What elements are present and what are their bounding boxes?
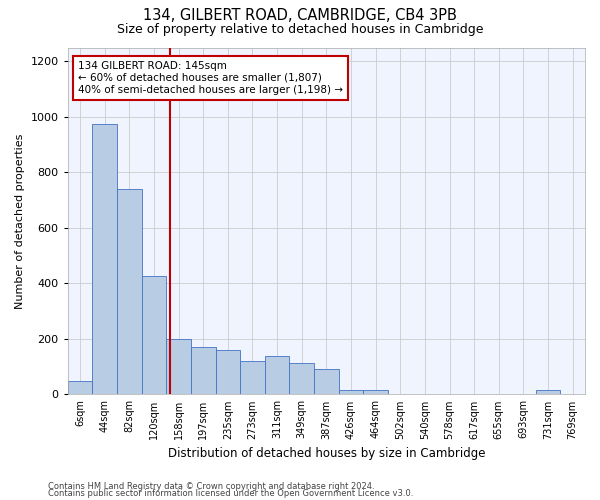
Bar [117,189,142,394]
Bar [338,390,364,394]
Bar [191,347,215,395]
Bar [92,124,117,394]
Bar [142,276,166,394]
Bar [265,356,289,395]
Bar [364,390,388,394]
Bar [536,390,560,394]
Y-axis label: Number of detached properties: Number of detached properties [15,134,25,308]
Text: Contains HM Land Registry data © Crown copyright and database right 2024.: Contains HM Land Registry data © Crown c… [48,482,374,491]
Text: 134 GILBERT ROAD: 145sqm
← 60% of detached houses are smaller (1,807)
40% of sem: 134 GILBERT ROAD: 145sqm ← 60% of detach… [78,62,343,94]
Bar [240,361,265,394]
X-axis label: Distribution of detached houses by size in Cambridge: Distribution of detached houses by size … [167,447,485,460]
Text: Contains public sector information licensed under the Open Government Licence v3: Contains public sector information licen… [48,490,413,498]
Bar [289,362,314,394]
Text: 134, GILBERT ROAD, CAMBRIDGE, CB4 3PB: 134, GILBERT ROAD, CAMBRIDGE, CB4 3PB [143,8,457,22]
Bar [166,339,191,394]
Bar [68,380,92,394]
Text: Size of property relative to detached houses in Cambridge: Size of property relative to detached ho… [117,22,483,36]
Bar [215,350,240,395]
Bar [314,370,338,394]
